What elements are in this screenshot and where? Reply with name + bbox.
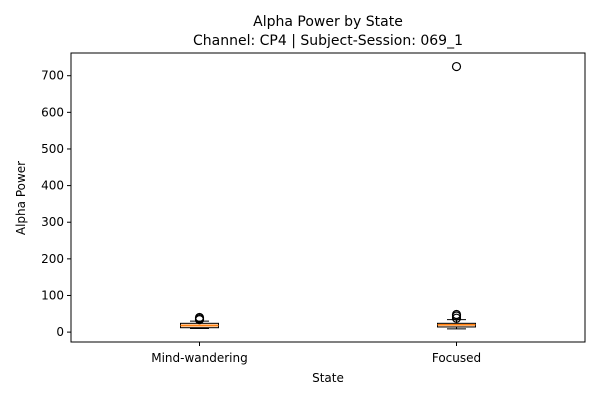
- plot-area: [180, 61, 476, 330]
- outlier-point: [194, 312, 205, 323]
- y-axis: 0 100 200 300 400 500 600 700: [41, 69, 71, 339]
- x-tick-label: Focused: [432, 351, 481, 365]
- y-tick-label: 700: [41, 69, 64, 83]
- y-tick-label: 600: [41, 105, 64, 119]
- y-tick-label: 500: [41, 142, 64, 156]
- x-axis-label: State: [312, 371, 344, 385]
- x-axis: Mind-wandering Focused: [151, 342, 481, 365]
- y-tick-label: 0: [56, 325, 64, 339]
- y-tick-label: 200: [41, 252, 64, 266]
- y-tick-label: 400: [41, 179, 64, 193]
- chart-title: Alpha Power by State: [253, 14, 403, 30]
- box-group: [180, 312, 219, 329]
- outlier-point: [451, 61, 462, 72]
- y-tick-label: 300: [41, 215, 64, 229]
- x-tick-label: Mind-wandering: [151, 351, 248, 365]
- outlier-point: [451, 309, 462, 320]
- y-tick-label: 100: [41, 288, 64, 302]
- axes-frame: [70, 52, 586, 343]
- chart-subtitle: Channel: CP4 | Subject-Session: 069_1: [193, 33, 463, 49]
- box-group: [437, 61, 476, 330]
- y-axis-label: Alpha Power: [14, 161, 28, 235]
